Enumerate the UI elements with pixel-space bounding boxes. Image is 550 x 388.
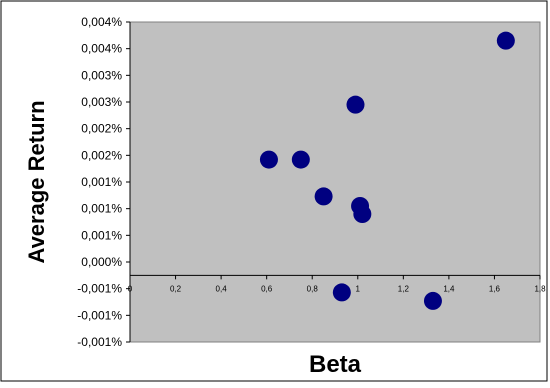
data-point: [353, 205, 372, 223]
data-point: [346, 95, 365, 114]
y-axis-ticks: 0,004% 0,004% 0,003% 0,003% 0,002% 0,002% 0,00…: [77, 15, 130, 349]
x-tick-label: 0,6: [261, 284, 273, 293]
data-point: [314, 187, 333, 206]
data-point: [291, 150, 310, 169]
y-tick-label: 0,001%: [81, 228, 122, 242]
x-axis-label: Beta: [309, 351, 362, 378]
y-tick-label: 0,004%: [81, 42, 122, 56]
data-point: [332, 283, 351, 302]
x-tick-label: 1,4: [443, 284, 455, 293]
x-tick-label: 1,2: [398, 284, 410, 293]
y-tick-label: 0,000%: [81, 255, 122, 269]
y-tick-label: 0,003%: [81, 68, 122, 82]
y-axis-label: Average Return: [24, 100, 49, 263]
data-point: [423, 291, 442, 310]
data-point: [496, 31, 515, 50]
y-tick-label: 0,001%: [81, 202, 122, 216]
y-tick-label: -0,001%: [77, 282, 122, 296]
y-tick-label: 0,004%: [81, 15, 122, 29]
y-tick-label: 0,001%: [81, 175, 122, 189]
y-tick-label: 0,003%: [81, 95, 122, 109]
x-tick-label: 0,2: [170, 284, 182, 293]
y-tick-label: 0,002%: [81, 122, 122, 136]
y-tick-label: -0,001%: [77, 335, 122, 349]
x-tick-label: 1: [356, 284, 361, 293]
data-point: [259, 150, 278, 169]
x-tick-label: 1,6: [489, 284, 501, 293]
y-tick-label: 0,002%: [81, 148, 122, 162]
data-points: [259, 31, 515, 310]
y-tick-label: -0,001%: [77, 308, 122, 322]
x-tick-label: 0,8: [307, 284, 319, 293]
x-tick-label: 1,8: [534, 284, 546, 293]
x-tick-label: 0,4: [216, 284, 228, 293]
